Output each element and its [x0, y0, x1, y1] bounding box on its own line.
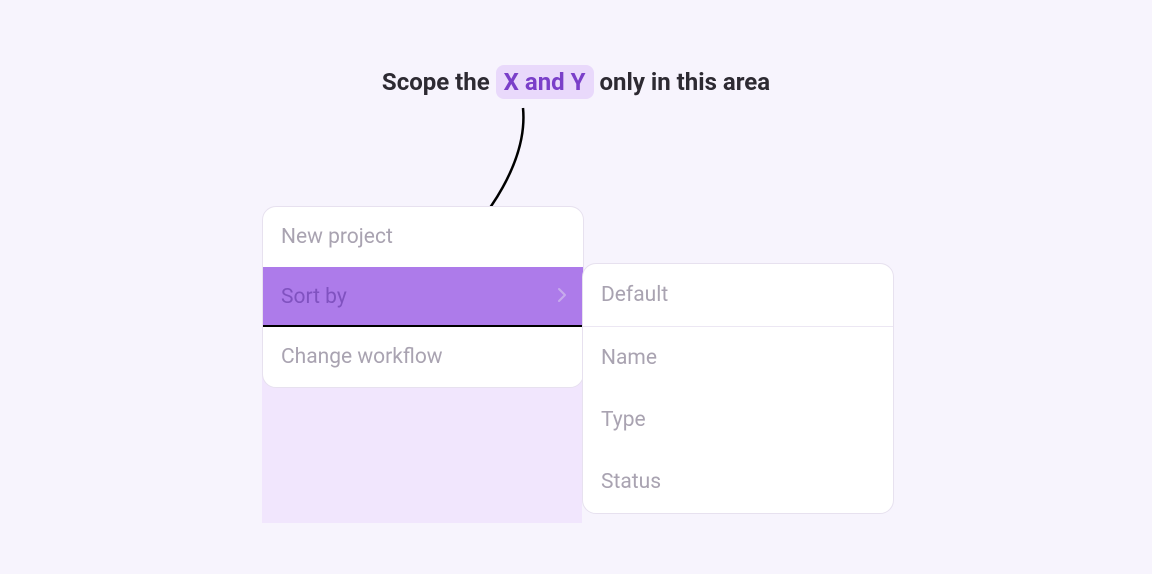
- menu-item-change-workflow[interactable]: Change workflow: [263, 327, 583, 387]
- menu-item-label: Sort by: [281, 285, 347, 309]
- menu-item-label: New project: [281, 225, 393, 249]
- menu-item-new-project[interactable]: New project: [263, 207, 583, 267]
- caption-text: Scope the X and Y only in this area: [0, 68, 1152, 96]
- menu-item-sort-by[interactable]: Sort by: [263, 267, 583, 327]
- submenu-item-type[interactable]: Type: [583, 389, 893, 451]
- chevron-right-icon: [557, 285, 567, 309]
- caption-post: only in this area: [594, 68, 771, 96]
- main-menu: New project Sort by Change workflow: [262, 206, 584, 388]
- menu-item-label: Change workflow: [281, 345, 443, 369]
- submenu-item-status[interactable]: Status: [583, 451, 893, 513]
- submenu-item-label: Default: [601, 283, 668, 307]
- submenu-item-name[interactable]: Name: [583, 327, 893, 389]
- submenu-item-label: Type: [601, 408, 646, 432]
- submenu-item-label: Status: [601, 470, 661, 494]
- caption-pre: Scope the: [382, 68, 496, 96]
- sub-menu: Default Name Type Status: [582, 263, 894, 514]
- submenu-item-label: Name: [601, 346, 657, 370]
- caption-highlight: X and Y: [496, 65, 594, 99]
- submenu-item-default[interactable]: Default: [583, 264, 893, 327]
